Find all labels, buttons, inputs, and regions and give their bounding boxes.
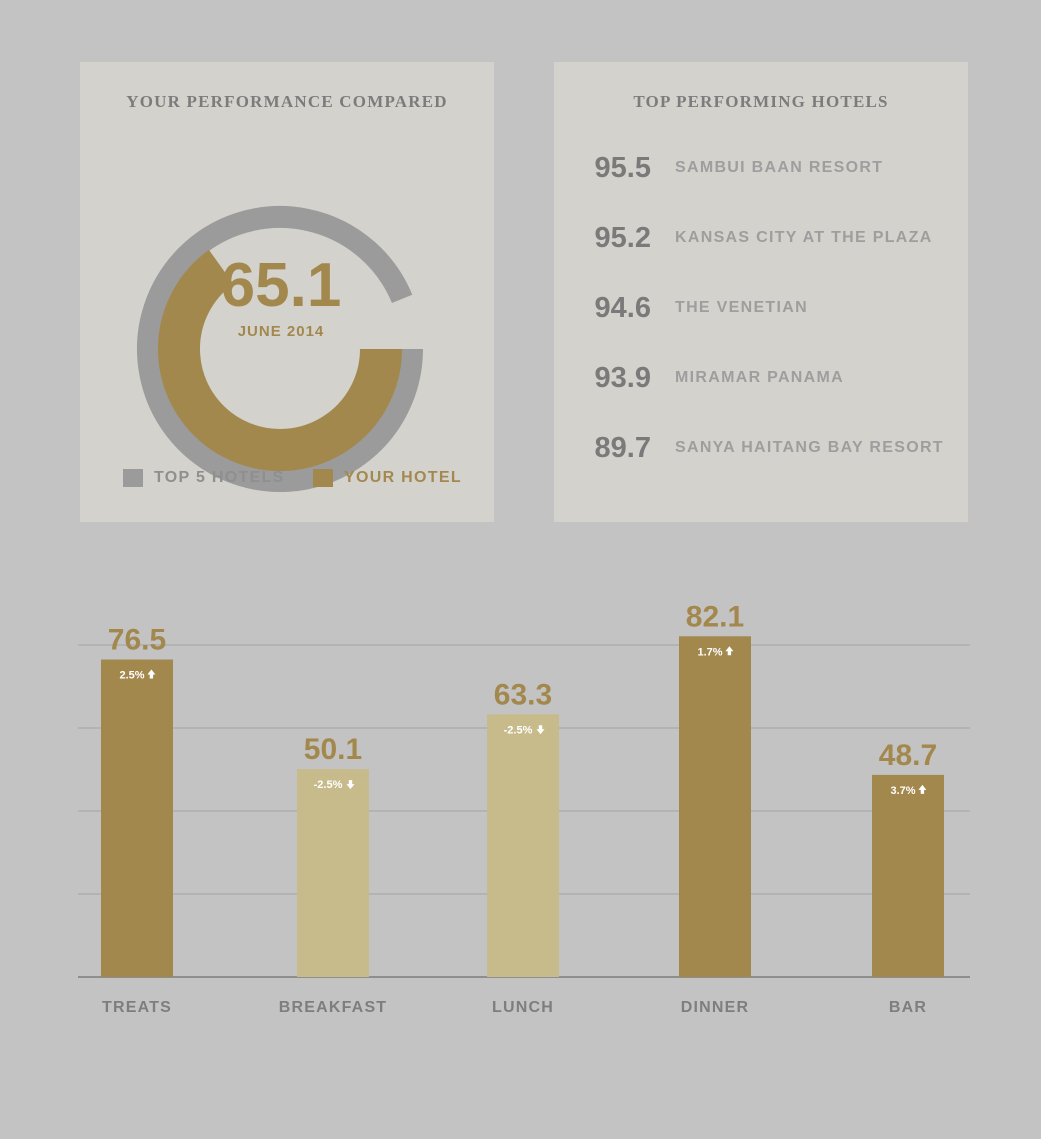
hotel-row: 89.7 SANYA HAITANG BAY RESORT xyxy=(554,428,968,468)
legend-swatch-your-hotel xyxy=(313,469,333,487)
donut-chart: 65.1 JUNE 2014 xyxy=(137,206,423,492)
legend-your-hotel: YOUR HOTEL xyxy=(313,468,462,488)
x-tick-label: BAR xyxy=(889,999,927,1016)
hotel-name: SANYA HAITANG BAY RESORT xyxy=(675,439,944,456)
hotel-row: 93.9 MIRAMAR PANAMA xyxy=(554,358,968,398)
legend-label-your-hotel: YOUR HOTEL xyxy=(344,469,462,486)
arrow-up-icon xyxy=(147,669,156,679)
hotel-row: 94.6 THE VENETIAN xyxy=(554,288,968,328)
performance-panel: YOUR PERFORMANCE COMPARED 65.1 JUNE 2014… xyxy=(80,62,494,522)
bar-value-label: 63.3 xyxy=(494,678,552,711)
x-tick-label: LUNCH xyxy=(492,999,554,1016)
bar-lunch xyxy=(487,714,559,977)
bar-bar xyxy=(872,774,944,977)
performance-title: YOUR PERFORMANCE COMPARED xyxy=(126,92,448,111)
arrow-up-icon xyxy=(918,784,927,794)
bar-value-label: 82.1 xyxy=(686,600,744,633)
legend-top5: TOP 5 HOTELS xyxy=(123,468,285,488)
hotel-row: 95.2 KANSAS CITY AT THE PLAZA xyxy=(554,218,968,258)
arrow-down-icon xyxy=(346,780,355,790)
top-hotels-panel: TOP PERFORMING HOTELS 95.5 SAMBUI BAAN R… xyxy=(554,62,968,522)
bar-change-label: 1.7% xyxy=(697,646,722,658)
hotel-score: 95.5 xyxy=(594,152,651,184)
bar-change-label: -2.5% xyxy=(504,724,533,736)
donut-score: 65.1 xyxy=(221,251,342,320)
arrow-down-icon xyxy=(536,725,545,735)
hotel-row: 95.5 SAMBUI BAAN RESORT xyxy=(554,148,968,188)
legend-swatch-top5 xyxy=(123,469,143,487)
donut-period: JUNE 2014 xyxy=(238,323,325,340)
bar-value-label: 50.1 xyxy=(304,733,362,766)
hotel-name: MIRAMAR PANAMA xyxy=(675,369,844,386)
bar-breakfast xyxy=(297,769,369,977)
hotel-name: THE VENETIAN xyxy=(675,299,808,316)
donut-ring-top5 xyxy=(137,206,423,492)
bar-value-label: 48.7 xyxy=(879,739,937,772)
bar-change-label: 3.7% xyxy=(890,785,915,797)
x-tick-label: TREATS xyxy=(102,999,172,1016)
hotel-score: 93.9 xyxy=(594,362,651,394)
top-hotels-title: TOP PERFORMING HOTELS xyxy=(633,92,889,111)
bar-value-label: 76.5 xyxy=(108,624,166,657)
bar-treats xyxy=(101,659,173,977)
donut-ring-your-hotel xyxy=(158,249,402,471)
x-tick-label: BREAKFAST xyxy=(279,999,388,1016)
arrow-up-icon xyxy=(725,646,734,656)
hotel-score: 94.6 xyxy=(594,292,651,324)
bar-dinner xyxy=(679,636,751,977)
hotel-name: SAMBUI BAAN RESORT xyxy=(675,159,884,176)
hotel-name: KANSAS CITY AT THE PLAZA xyxy=(675,229,933,246)
x-tick-label: DINNER xyxy=(681,999,750,1016)
legend-label-top5: TOP 5 HOTELS xyxy=(154,469,285,486)
hotel-score: 95.2 xyxy=(594,222,651,254)
hotel-score: 89.7 xyxy=(594,432,651,464)
bar-change-label: -2.5% xyxy=(314,779,343,791)
bar-change-label: 2.5% xyxy=(119,670,144,682)
